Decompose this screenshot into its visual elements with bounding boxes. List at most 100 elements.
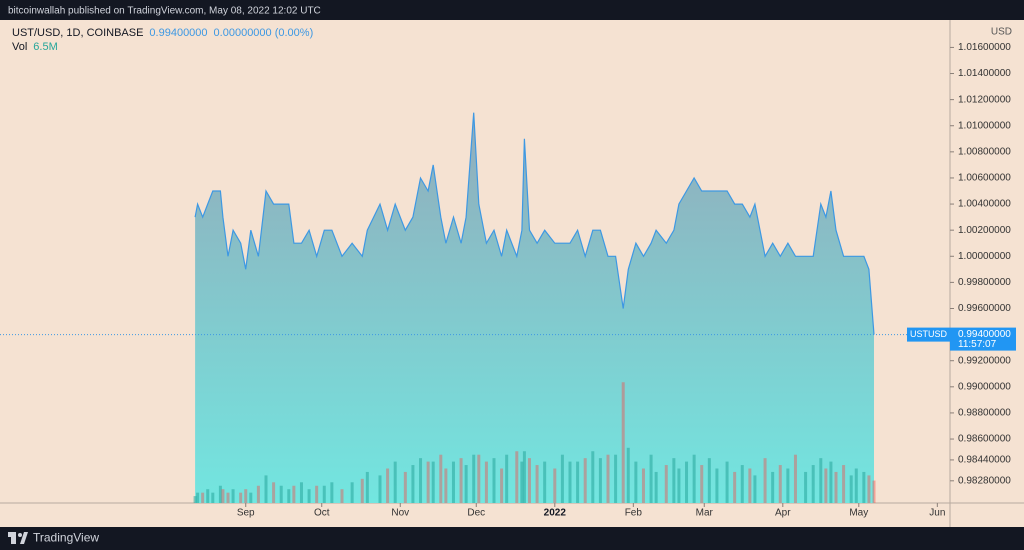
volume-bar (256, 485, 260, 503)
volume-bar (677, 468, 681, 503)
volume-bar (221, 489, 225, 503)
price-tag: USTUSD (910, 329, 948, 339)
volume-bar (849, 475, 853, 503)
y-tick-label: 0.98280000 (958, 475, 1011, 486)
volume-bar (692, 454, 696, 503)
volume-bar (664, 465, 668, 503)
volume-bar (834, 471, 838, 503)
price-line (194, 112, 875, 335)
volume-bar (748, 468, 752, 503)
y-tick-label: 1.00400000 (958, 199, 1011, 210)
volume-bar (829, 461, 833, 503)
price-axis-unit: USD (991, 27, 1012, 38)
price-area (195, 112, 875, 503)
volume-bar (568, 461, 572, 503)
price-tag-box (907, 327, 950, 342)
volume-bar (330, 482, 334, 503)
volume-bar (793, 454, 797, 503)
volume-bar (492, 458, 496, 503)
volume-bar (854, 468, 858, 503)
volume-bar (740, 465, 744, 503)
y-tick-label: 1.00000000 (958, 251, 1011, 262)
volume-bar (654, 471, 658, 503)
volume-bar (411, 465, 415, 503)
volume-bar (386, 468, 390, 503)
x-tick-label: Jun (929, 508, 945, 519)
volume-bar (426, 461, 430, 503)
volume-bar (515, 451, 519, 503)
volume-bar (867, 475, 871, 503)
volume-bar (641, 468, 645, 503)
y-tick-label: 1.00600000 (958, 173, 1011, 184)
volume-bar (360, 478, 364, 503)
y-tick-label: 0.98440000 (958, 455, 1011, 466)
volume-bar (763, 458, 767, 503)
last-price-label: 0.99400000 (958, 329, 1011, 340)
x-tick-label: Apr (775, 508, 791, 519)
volume-bar (431, 461, 435, 503)
volume-bar (472, 454, 476, 503)
legend-vol-label: Vol (12, 41, 27, 53)
volume-bar (315, 485, 319, 503)
volume-bar (193, 496, 197, 503)
volume-bar (725, 461, 729, 503)
volume-bar (606, 454, 610, 503)
legend-change: 0.00000000 (0.00%) (214, 27, 314, 39)
footer-brand: TradingView (33, 531, 99, 545)
volume-bar (520, 461, 524, 503)
volume-bar (649, 454, 653, 503)
volume-bar (707, 458, 711, 503)
volume-bar (464, 465, 468, 503)
y-tick-label: 0.98800000 (958, 408, 1011, 419)
volume-bar (819, 458, 823, 503)
volume-bar (299, 482, 303, 503)
volume-bar (771, 471, 775, 503)
volume-bar (842, 465, 846, 503)
volume-bar (872, 480, 876, 503)
volume-bar (279, 485, 283, 503)
volume-bar (393, 461, 397, 503)
volume-bar (583, 458, 587, 503)
volume-bar (249, 492, 253, 503)
x-tick-label: Nov (391, 508, 409, 519)
volume-bar (543, 461, 547, 503)
x-tick-label: Feb (625, 508, 643, 519)
volume-bar (307, 489, 311, 503)
volume-bar (598, 458, 602, 503)
y-tick-label: 0.99600000 (958, 303, 1011, 314)
volume-bar (264, 475, 268, 503)
legend-symbol: UST/USD, 1D, COINBASE (12, 27, 143, 39)
volume-bar (778, 465, 782, 503)
volume-bar (591, 451, 595, 503)
volume-bar (378, 475, 382, 503)
x-tick-label: May (849, 508, 868, 519)
volume-bar (272, 482, 276, 503)
volume-bar (811, 465, 815, 503)
volume-bar (700, 465, 704, 503)
countdown: 11:57:07 (958, 339, 997, 350)
volume-bar (239, 492, 243, 503)
volume-bar (292, 485, 296, 503)
volume-bar (553, 468, 557, 503)
volume-bar (484, 461, 488, 503)
volume-bar (685, 461, 689, 503)
y-tick-label: 1.00800000 (958, 146, 1011, 157)
volume-bar (340, 489, 344, 503)
volume-bar (500, 468, 504, 503)
y-tick-label: 1.01400000 (958, 68, 1011, 79)
volume-bar (715, 468, 719, 503)
volume-bar (862, 471, 866, 503)
volume-bar (287, 489, 291, 503)
volume-bar (419, 458, 423, 503)
volume-bar (576, 461, 580, 503)
volume-bar (350, 482, 354, 503)
volume-bar (211, 492, 215, 503)
y-tick-label: 1.01200000 (958, 94, 1011, 105)
last-price-box (950, 327, 1016, 351)
volume-bar (786, 468, 790, 503)
y-tick-label: 1.01600000 (958, 42, 1011, 53)
x-tick-label: Dec (467, 508, 485, 519)
x-tick-label: 2022 (544, 508, 567, 519)
volume-bar (403, 471, 407, 503)
